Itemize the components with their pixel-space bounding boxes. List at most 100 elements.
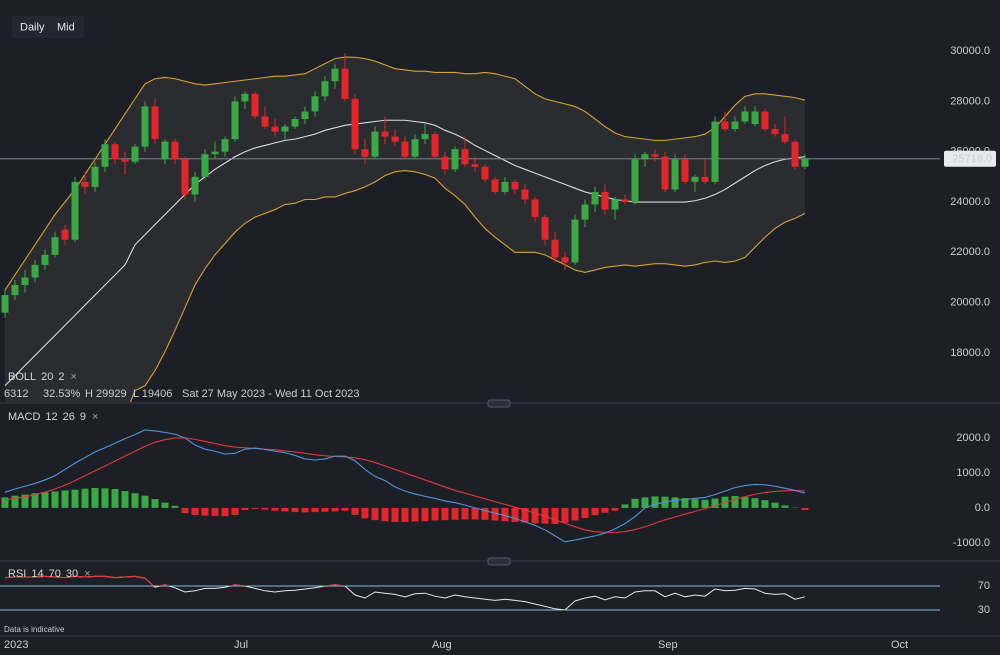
last-price-box: [944, 150, 996, 167]
macd-histogram-bar: [271, 507, 279, 511]
candle-body: [331, 68, 339, 82]
candle-body: [501, 181, 509, 192]
macd-histogram-bar: [211, 507, 219, 516]
macd-histogram-bar: [621, 504, 629, 508]
macd-histogram-bar: [631, 498, 639, 508]
candle-body: [321, 81, 329, 97]
axes: 18000.020000.022000.024000.026000.028000…: [4, 45, 996, 651]
candle-body: [631, 159, 639, 203]
macd-histogram-bar: [221, 507, 229, 517]
candle-body: [41, 254, 49, 265]
macd-histogram-bar: [201, 507, 209, 516]
y-tick-label: 0.0: [975, 502, 990, 514]
macd-histogram-bar: [531, 507, 539, 524]
macd-histogram-bar: [691, 499, 699, 508]
bollinger-upper: [4, 56, 806, 291]
candle-body: [701, 176, 709, 182]
candle-body: [1, 295, 9, 313]
macd-histogram-bar: [681, 498, 689, 508]
y-tick-label: 20000.0: [950, 297, 990, 309]
candle-body: [31, 264, 39, 278]
macd-histogram-bar: [291, 507, 299, 513]
candle-body: [551, 239, 559, 258]
candle-body: [341, 68, 349, 99]
bollinger-fill: [5, 57, 805, 402]
candle-body: [181, 159, 189, 195]
candle-body: [521, 189, 529, 200]
macd-histogram-bar: [81, 488, 89, 508]
y-tick-label: 28000.0: [950, 95, 990, 107]
indicator-header: RSI 14 70 30 ×: [8, 568, 91, 580]
macd-histogram-bar: [701, 499, 709, 508]
macd-histogram-bar: [481, 507, 489, 520]
x-tick-label: Aug: [432, 639, 452, 651]
macd-histogram-bar: [241, 507, 249, 510]
y-tick-label: 1000.0: [956, 467, 990, 479]
macd-histogram-bar: [551, 507, 559, 524]
candle-body: [131, 146, 139, 162]
candle-body: [651, 154, 659, 157]
candle-body: [311, 96, 319, 112]
macd-histogram-bar: [101, 488, 109, 508]
candle-body: [531, 199, 539, 218]
macd-histogram-bar: [341, 507, 349, 511]
daily-button[interactable]: Daily: [20, 21, 45, 33]
candle-body: [611, 199, 619, 210]
indicator-param: 30: [66, 568, 78, 580]
macd-histogram-bar: [561, 507, 569, 523]
candle-body: [671, 159, 679, 190]
candle-body: [101, 144, 109, 167]
macd-histogram-bar: [281, 507, 289, 512]
candle-body: [291, 118, 299, 127]
price-panel: [0, 52, 940, 402]
macd-histogram-bar: [151, 499, 159, 508]
macd-macd-line: [4, 429, 806, 543]
macd-histogram-bar: [121, 491, 129, 508]
candle-body: [481, 166, 489, 180]
macd-histogram-bar: [131, 493, 139, 508]
candle-body: [801, 158, 809, 167]
candle-body: [471, 164, 479, 167]
resize-handle[interactable]: [487, 399, 511, 408]
candle-body: [411, 139, 419, 157]
candle-body: [691, 176, 699, 182]
candle-body: [661, 156, 669, 190]
info-low: L 19406: [133, 388, 172, 400]
candle-body: [141, 106, 149, 147]
x-tick-label: 2023: [4, 639, 28, 651]
candle-body: [161, 141, 169, 160]
candle-body: [251, 93, 259, 117]
candle-body: [571, 219, 579, 263]
close-icon: ×: [84, 568, 90, 580]
y-tick-label: 30: [978, 604, 990, 616]
candle-body: [221, 139, 229, 152]
macd-histogram-bar: [141, 495, 149, 508]
candle-body: [361, 149, 369, 157]
candle-body: [771, 129, 779, 135]
candle-body: [271, 126, 279, 132]
candle-body: [491, 179, 499, 192]
macd-histogram-bar: [171, 505, 179, 508]
macd-histogram-bar: [411, 507, 419, 522]
macd-histogram-bar: [401, 507, 409, 522]
macd-histogram-bar: [741, 496, 749, 508]
x-tick-label: Oct: [891, 639, 908, 651]
macd-histogram-bar: [581, 507, 589, 519]
resize-handle[interactable]: [487, 557, 511, 566]
indicator-param: 12: [45, 411, 57, 423]
macd-histogram-bar: [161, 502, 169, 508]
macd-histogram-bar: [671, 497, 679, 508]
candle-body: [51, 237, 59, 255]
mid-button[interactable]: Mid: [57, 21, 75, 33]
candle-body: [451, 149, 459, 170]
macd-histogram-bar: [501, 507, 509, 522]
y-tick-label: 22000.0: [950, 246, 990, 258]
macd-histogram-bar: [331, 507, 339, 512]
macd-histogram-bar: [311, 507, 319, 513]
macd-histogram-bar: [781, 505, 789, 508]
candle-body: [301, 111, 309, 119]
candle-body: [201, 154, 209, 177]
y-tick-label: 24000.0: [950, 196, 990, 208]
candle-body: [541, 217, 549, 240]
macd-histogram-bar: [381, 507, 389, 522]
